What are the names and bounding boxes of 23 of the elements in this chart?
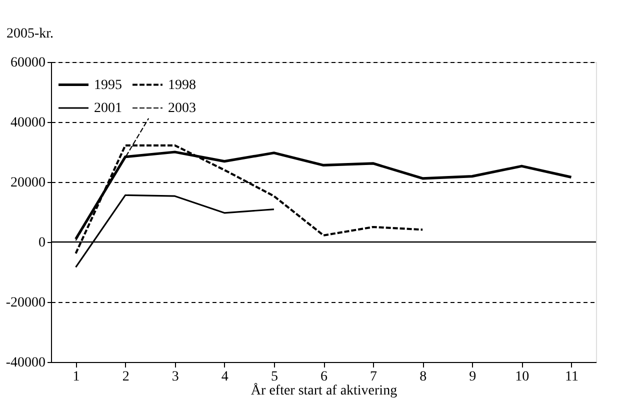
legend-label: 2001 — [94, 101, 122, 116]
x-tick-label: 4 — [221, 370, 228, 384]
y-tick-label: -20000 — [6, 296, 46, 310]
legend-label: 1995 — [94, 78, 122, 93]
y-tick-label: -40000 — [6, 356, 46, 370]
x-tick-label: 8 — [420, 370, 427, 384]
y-tick-label: 20000 — [10, 176, 46, 190]
y-axis-title: 2005-kr. — [6, 26, 54, 42]
y-tick-label: 40000 — [10, 116, 46, 130]
x-tick-label: 7 — [370, 370, 378, 384]
x-tick-label: 5 — [270, 370, 278, 384]
x-tick-label: 3 — [172, 370, 179, 384]
x-tick-label: 10 — [515, 370, 530, 384]
x-tick-label: 6 — [320, 370, 328, 384]
x-tick-label: 1 — [72, 370, 80, 384]
x-tick-label: 2 — [122, 370, 130, 384]
legend-label: 2003 — [168, 101, 196, 116]
legend-label: 1998 — [168, 78, 196, 93]
y-tick-label: 60000 — [10, 56, 46, 70]
x-tick-label: 11 — [564, 370, 578, 384]
x-tick-label: 9 — [469, 370, 476, 384]
x-axis-title: År efter start af aktivering — [250, 382, 398, 398]
y-tick-label: 0 — [38, 236, 46, 250]
